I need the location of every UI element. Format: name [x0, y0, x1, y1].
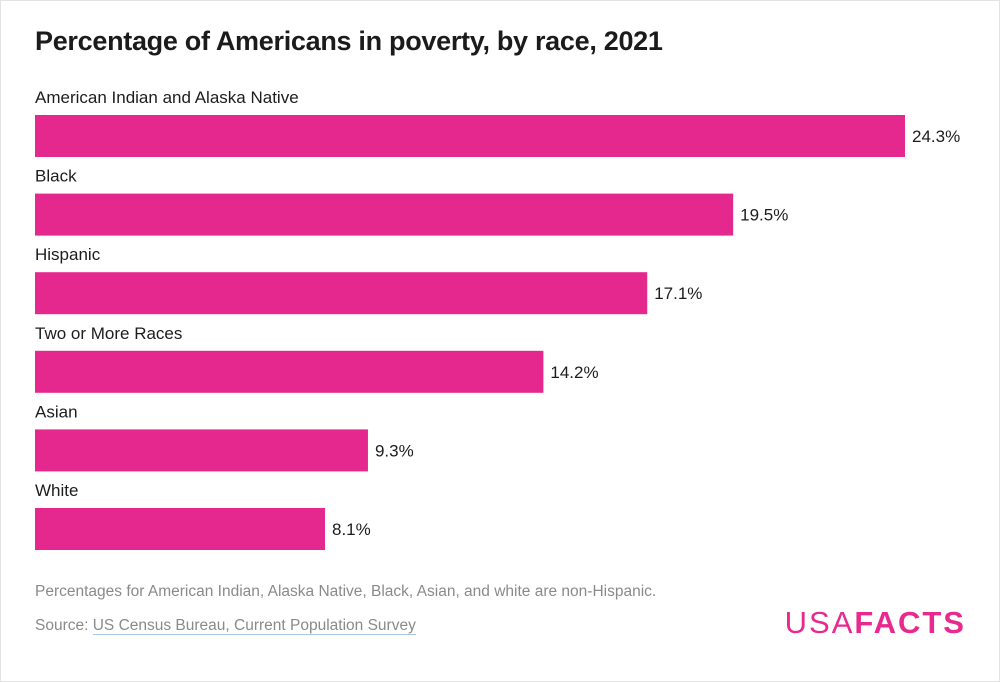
- category-label: Hispanic: [35, 245, 101, 264]
- category-label: Asian: [35, 402, 78, 421]
- chart-title: Percentage of Americans in poverty, by r…: [35, 26, 663, 56]
- bar: [35, 508, 325, 550]
- category-label: Two or More Races: [35, 324, 182, 343]
- usafacts-logo: USAFACTS: [785, 605, 966, 641]
- source-link[interactable]: US Census Bureau, Current Population Sur…: [92, 617, 416, 635]
- bar: [35, 115, 905, 157]
- source-prefix: Source:: [35, 617, 93, 634]
- source-line: Source: US Census Bureau, Current Popula…: [35, 617, 416, 635]
- bar: [35, 193, 734, 236]
- value-label: 8.1%: [332, 520, 371, 539]
- category-label: American Indian and Alaska Native: [35, 88, 299, 107]
- value-label: 17.1%: [654, 284, 702, 303]
- value-label: 24.3%: [912, 127, 960, 146]
- value-label: 9.3%: [375, 441, 414, 460]
- footnote: Percentages for American Indian, Alaska …: [35, 583, 657, 600]
- logo-usa: USA: [784, 605, 855, 640]
- value-label: 19.5%: [740, 206, 788, 225]
- bar: [35, 272, 648, 315]
- logo-facts: FACTS: [854, 605, 966, 640]
- category-label: White: [35, 481, 78, 500]
- value-label: 14.2%: [550, 363, 598, 382]
- bar: [35, 350, 544, 393]
- category-label: Black: [35, 167, 77, 186]
- bar: [35, 429, 368, 472]
